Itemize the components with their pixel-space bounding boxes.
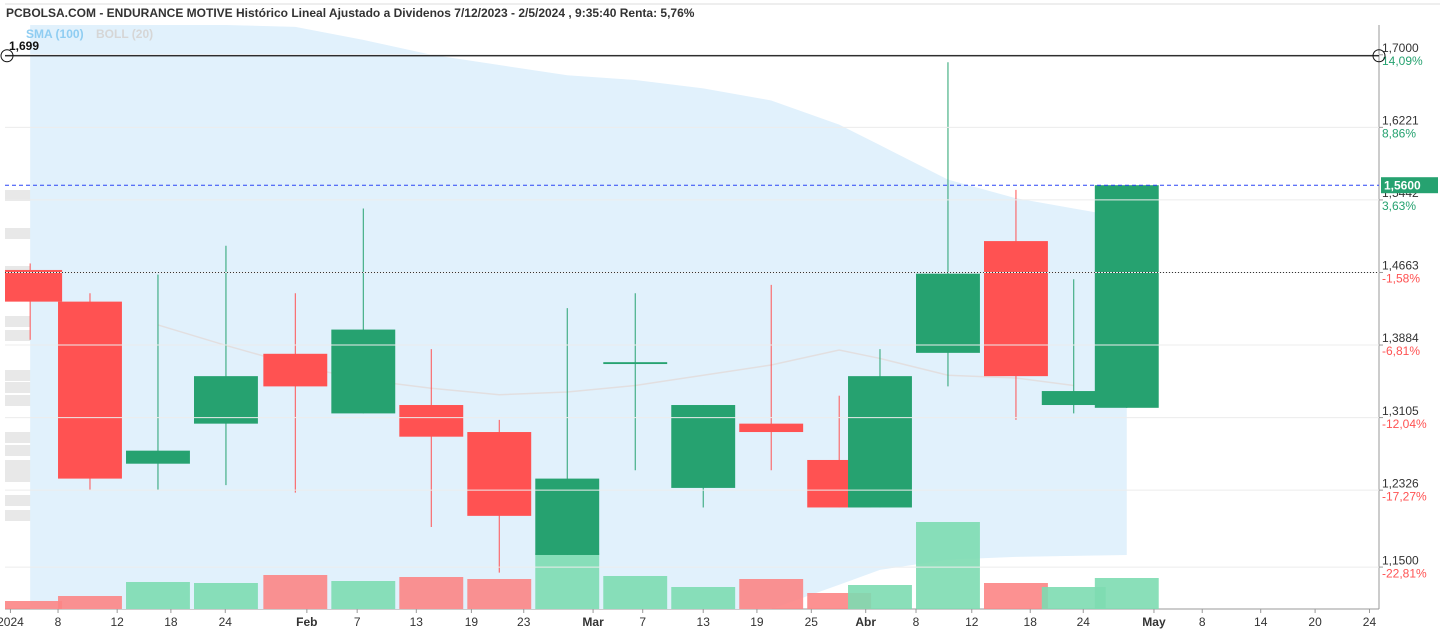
chart-title: PCBOLSA.COM - ENDURANCE MOTIVE Histórico… [6,6,695,20]
candle-body [984,241,1048,377]
x-tick-label: 24 [1077,615,1091,629]
x-tick-label: 7 [639,615,646,629]
x-tick-label: 8 [913,615,920,629]
candle-body [194,376,258,424]
x-tick-label: 8 [55,615,62,629]
candle-body [739,423,804,433]
x-tick-label: 25 [805,615,819,629]
candle-body [848,376,912,508]
x-tick-label: 20 [1308,615,1322,629]
marker-handle [1372,49,1386,63]
x-tick-label: Mar [582,615,604,629]
x-tick-label: 23 [517,615,531,629]
x-tick-label: 14 [1254,615,1268,629]
candle-body [331,329,396,414]
volume-bar [194,583,258,609]
x-tick-label: 18 [164,615,178,629]
volume-bar [916,522,980,609]
volume-bar [58,596,122,609]
volume-bar [603,576,668,609]
x-tick-label: Feb [296,615,317,629]
y-tick-pct-label: 8,86% [1382,127,1416,141]
x-tick-label: 12 [110,615,124,629]
candle-body [535,478,600,555]
volume-bar [5,601,63,609]
y-tick-pct-label: -6,81% [1382,344,1420,358]
y-tick-label: 1,1500 [1382,553,1419,567]
candle-body [58,301,122,479]
y-tick-label: 1,3884 [1382,331,1419,345]
candle-body [916,273,980,353]
y-tick-label: 1,3105 [1382,404,1419,418]
y-tick-pct-label: -17,27% [1382,489,1427,503]
x-tick-label: 19 [750,615,764,629]
volume-bar [399,577,464,609]
y-tick-pct-label: -1,58% [1382,272,1420,286]
x-tick-label: 18 [1024,615,1038,629]
volume-bar [984,583,1048,609]
y-tick-pct-label: 3,63% [1382,199,1416,213]
y-tick-label: 1,4663 [1382,259,1419,273]
volume-bar [535,553,600,609]
x-tick-label: 24 [219,615,233,629]
x-tick-label: 13 [410,615,424,629]
price-tag [1381,177,1438,194]
candle-body [1041,391,1106,406]
candle-body [1094,185,1159,408]
volume-bar [126,582,190,609]
volume-bar [848,585,912,609]
legend-boll: BOLL (20) [96,27,153,41]
y-tick-label: 1,2326 [1382,476,1419,490]
plot-area [5,25,1159,609]
x-tick-label: May [1142,615,1166,629]
x-tick-label: 19 [465,615,479,629]
y-tick-pct-label: -12,04% [1382,417,1427,431]
volume-bar [671,587,736,609]
volume-bar [739,579,804,609]
volume-bar [1041,587,1106,609]
x-tick-label: 2024 [0,615,24,629]
candle-body [603,362,668,365]
y-tick-pct-label: 14,09% [1382,54,1423,68]
volume-bar [331,581,396,609]
volume-bar [467,579,532,609]
y-tick-label: 1,6221 [1382,114,1419,128]
x-tick-label: 8 [1199,615,1206,629]
candle-body [263,353,328,387]
candle-body [5,269,63,302]
volume-bar [1094,578,1159,609]
x-tick-label: 12 [965,615,979,629]
x-tick-label: 7 [354,615,361,629]
x-tick-label: 13 [697,615,711,629]
candle-body [126,450,190,464]
x-tick-label: Abr [855,615,876,629]
y-tick-pct-label: -22,81% [1382,566,1427,580]
candle-body [399,405,464,437]
candle-body [671,405,736,488]
volume-bar [263,575,328,609]
marker-handle [0,49,14,63]
x-tick-label: 24 [1363,615,1377,629]
y-tick-label: 1,7000 [1382,41,1419,55]
candle-body [467,432,532,516]
legend-sma: SMA (100) [26,27,84,41]
price-tag-label: 1,5600 [1384,178,1421,192]
marker-label: 1,699 [9,39,39,53]
